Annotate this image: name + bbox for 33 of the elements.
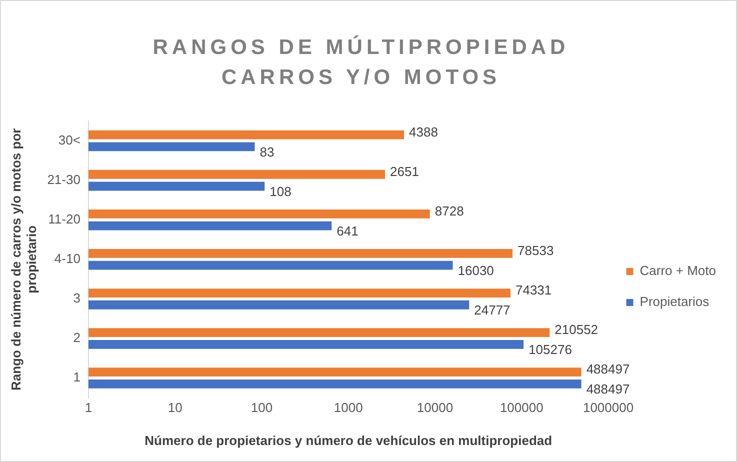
data-label: 8728 xyxy=(434,204,464,219)
data-label: 16030 xyxy=(458,262,494,278)
data-label: 488497 xyxy=(586,382,630,397)
data-label: 641 xyxy=(336,223,358,238)
x-tick-label: 1 xyxy=(84,400,92,416)
x-tick-label: 1000 xyxy=(334,400,363,416)
y-tick-label: 4-10 xyxy=(54,250,80,266)
data-label: 488497 xyxy=(586,362,630,377)
x-tick-label: 100 xyxy=(250,400,273,416)
y-tick-label: 30< xyxy=(58,132,80,148)
data-label: 74331 xyxy=(515,282,552,298)
x-tick-label: 10000 xyxy=(416,400,454,416)
y-tick-label: 2 xyxy=(73,330,80,346)
x-axis-title: Número de propietarios y número de vehículos en multipropiedad xyxy=(144,432,552,448)
y-tick-label: 11-20 xyxy=(48,211,80,226)
x-tick-label: 100000 xyxy=(500,400,544,416)
legend-label: Carro + Moto xyxy=(640,263,716,278)
data-label: 105276 xyxy=(528,342,572,357)
data-label: 83 xyxy=(260,144,274,160)
data-label: 78533 xyxy=(518,243,554,258)
y-axis-title: Rango de número de carros y/o motos por propietario xyxy=(8,128,39,391)
data-label: 4388 xyxy=(409,124,438,140)
data-label: 108 xyxy=(270,184,292,199)
data-label: 24777 xyxy=(474,302,510,318)
x-tick-label: 10 xyxy=(168,400,182,416)
y-tick-label: 21-30 xyxy=(47,172,80,187)
chart-title: RANGOS DE MÚLTIPROPIEDAD CARROS Y/O MOTOS xyxy=(152,34,570,91)
y-tick-label: 3 xyxy=(73,290,80,306)
data-label: 2651 xyxy=(390,164,419,179)
x-tick-label: 1000000 xyxy=(582,400,634,416)
y-tick-label: 1 xyxy=(73,370,80,385)
legend-label: Propietarios xyxy=(640,294,710,310)
data-label: 210552 xyxy=(554,322,598,338)
